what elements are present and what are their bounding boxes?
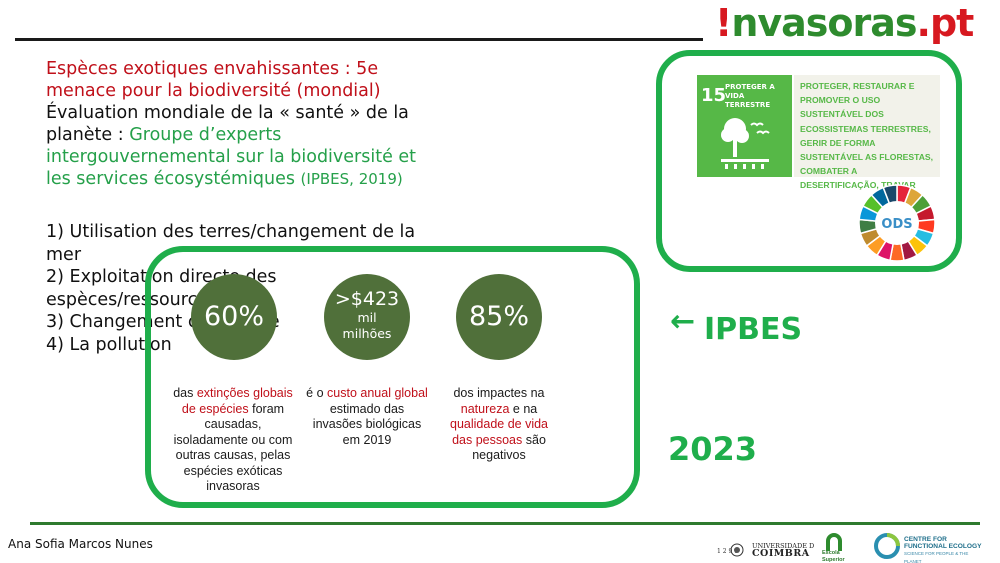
logo-mark: ! <box>715 1 732 45</box>
sdg-15-tile: 15 PROTEGER A VIDA TERRESTRE <box>697 75 792 177</box>
stat-value: >$423 <box>334 288 400 310</box>
ipbes-citation: (IPBES, 2019) <box>300 170 403 188</box>
stat-description-impacts: dos impactes na natureza e na qualidade … <box>440 386 558 464</box>
escola-superior-agraria-logo[interactable]: Escola Superior Agrária <box>822 550 845 563</box>
cfe-name: CENTRE FOR FUNCTIONAL ECOLOGY <box>904 536 982 551</box>
desc-text: dos impactes na <box>453 386 545 400</box>
desc-highlight: qualidade de vida das pessoas <box>450 417 548 447</box>
cfe-tagline: SCIENCE FOR PEOPLE & THE PLANET <box>904 551 969 563</box>
desc-text: estimado das invasões biológicas em 2019 <box>312 401 422 447</box>
esa-arch-icon <box>826 533 842 551</box>
uc-seal-icon <box>730 543 744 557</box>
cfe-ring-icon <box>874 533 900 559</box>
desc-highlight: custo anual global <box>327 386 428 400</box>
ipbes-label: IPBES <box>704 312 803 347</box>
intro-text: Espèces exotiques envahissantes : 5e men… <box>46 58 426 190</box>
stat-value: 85% <box>468 301 529 332</box>
ipbes-fullname: Groupe d’experts intergouvernemental sur… <box>46 125 417 189</box>
stat-circle-cost: >$423 mil milhões <box>324 274 410 360</box>
centre-functional-ecology-logo[interactable]: CENTRE FOR FUNCTIONAL ECOLOGY SCIENCE FO… <box>904 536 984 563</box>
author-name: Ana Sofia Marcos Nunes <box>8 537 153 551</box>
sdg-title: PROTEGER A VIDA TERRESTRE <box>725 83 775 109</box>
stat-unit: mil milhões <box>342 310 392 341</box>
assessment-line: Évaluation mondiale de la « santé » de l… <box>46 103 409 145</box>
sdg-number: 15 <box>701 85 727 106</box>
desc-text: são negativos <box>472 432 546 463</box>
stat-circle-impacts: 85% <box>456 274 542 360</box>
uc-small-text: UNIVERSIDADE D <box>752 542 815 550</box>
logo-word: nvasoras <box>731 1 917 45</box>
desc-text: foram causadas, isoladamente ou com outr… <box>173 401 293 494</box>
desc-text: e na <box>509 401 538 416</box>
arrow-left-icon: ← <box>670 304 696 339</box>
desc-highlight: extinções globais de espécies <box>181 386 293 416</box>
logo-domain: .pt <box>916 1 975 45</box>
cause-item: 4) La pollution <box>46 334 172 355</box>
stat-value: 60% <box>203 301 264 332</box>
footer-divider <box>30 522 980 525</box>
uc-big-text: COIMBRA <box>752 548 810 559</box>
stat-description-extinctions: das extinções globais de espécies foram … <box>170 386 296 495</box>
ods-label: ODS <box>881 217 912 232</box>
sdg-panel <box>656 50 962 272</box>
tree-icon <box>721 118 770 169</box>
desc-highlight: natureza <box>460 401 510 416</box>
cause-item: 1) Utilisation des terres/changement de … <box>46 222 416 265</box>
stat-circle-extinctions: 60% <box>191 274 277 360</box>
sdg-description: PROTEGER, RESTAURAR E PROMOVER O USO SUS… <box>794 75 940 190</box>
uc-years: 1 2 9 0 <box>717 548 738 555</box>
header-divider <box>15 38 703 41</box>
ipbes-year: 2023 <box>668 430 758 468</box>
ods-wheel-icon: ODS <box>858 184 936 262</box>
desc-text: é o <box>306 386 328 400</box>
stats-panel <box>145 246 640 508</box>
universidade-coimbra-logo[interactable]: UNIVERSIDADE D COIMBRA <box>752 542 814 558</box>
stat-description-cost: é o custo anual global estimado das inva… <box>306 386 428 448</box>
desc-text: das <box>173 386 197 400</box>
heading-threat: Espèces exotiques envahissantes : 5e men… <box>46 59 381 101</box>
invasoras-logo[interactable]: !nvasoras.pt <box>715 0 975 46</box>
